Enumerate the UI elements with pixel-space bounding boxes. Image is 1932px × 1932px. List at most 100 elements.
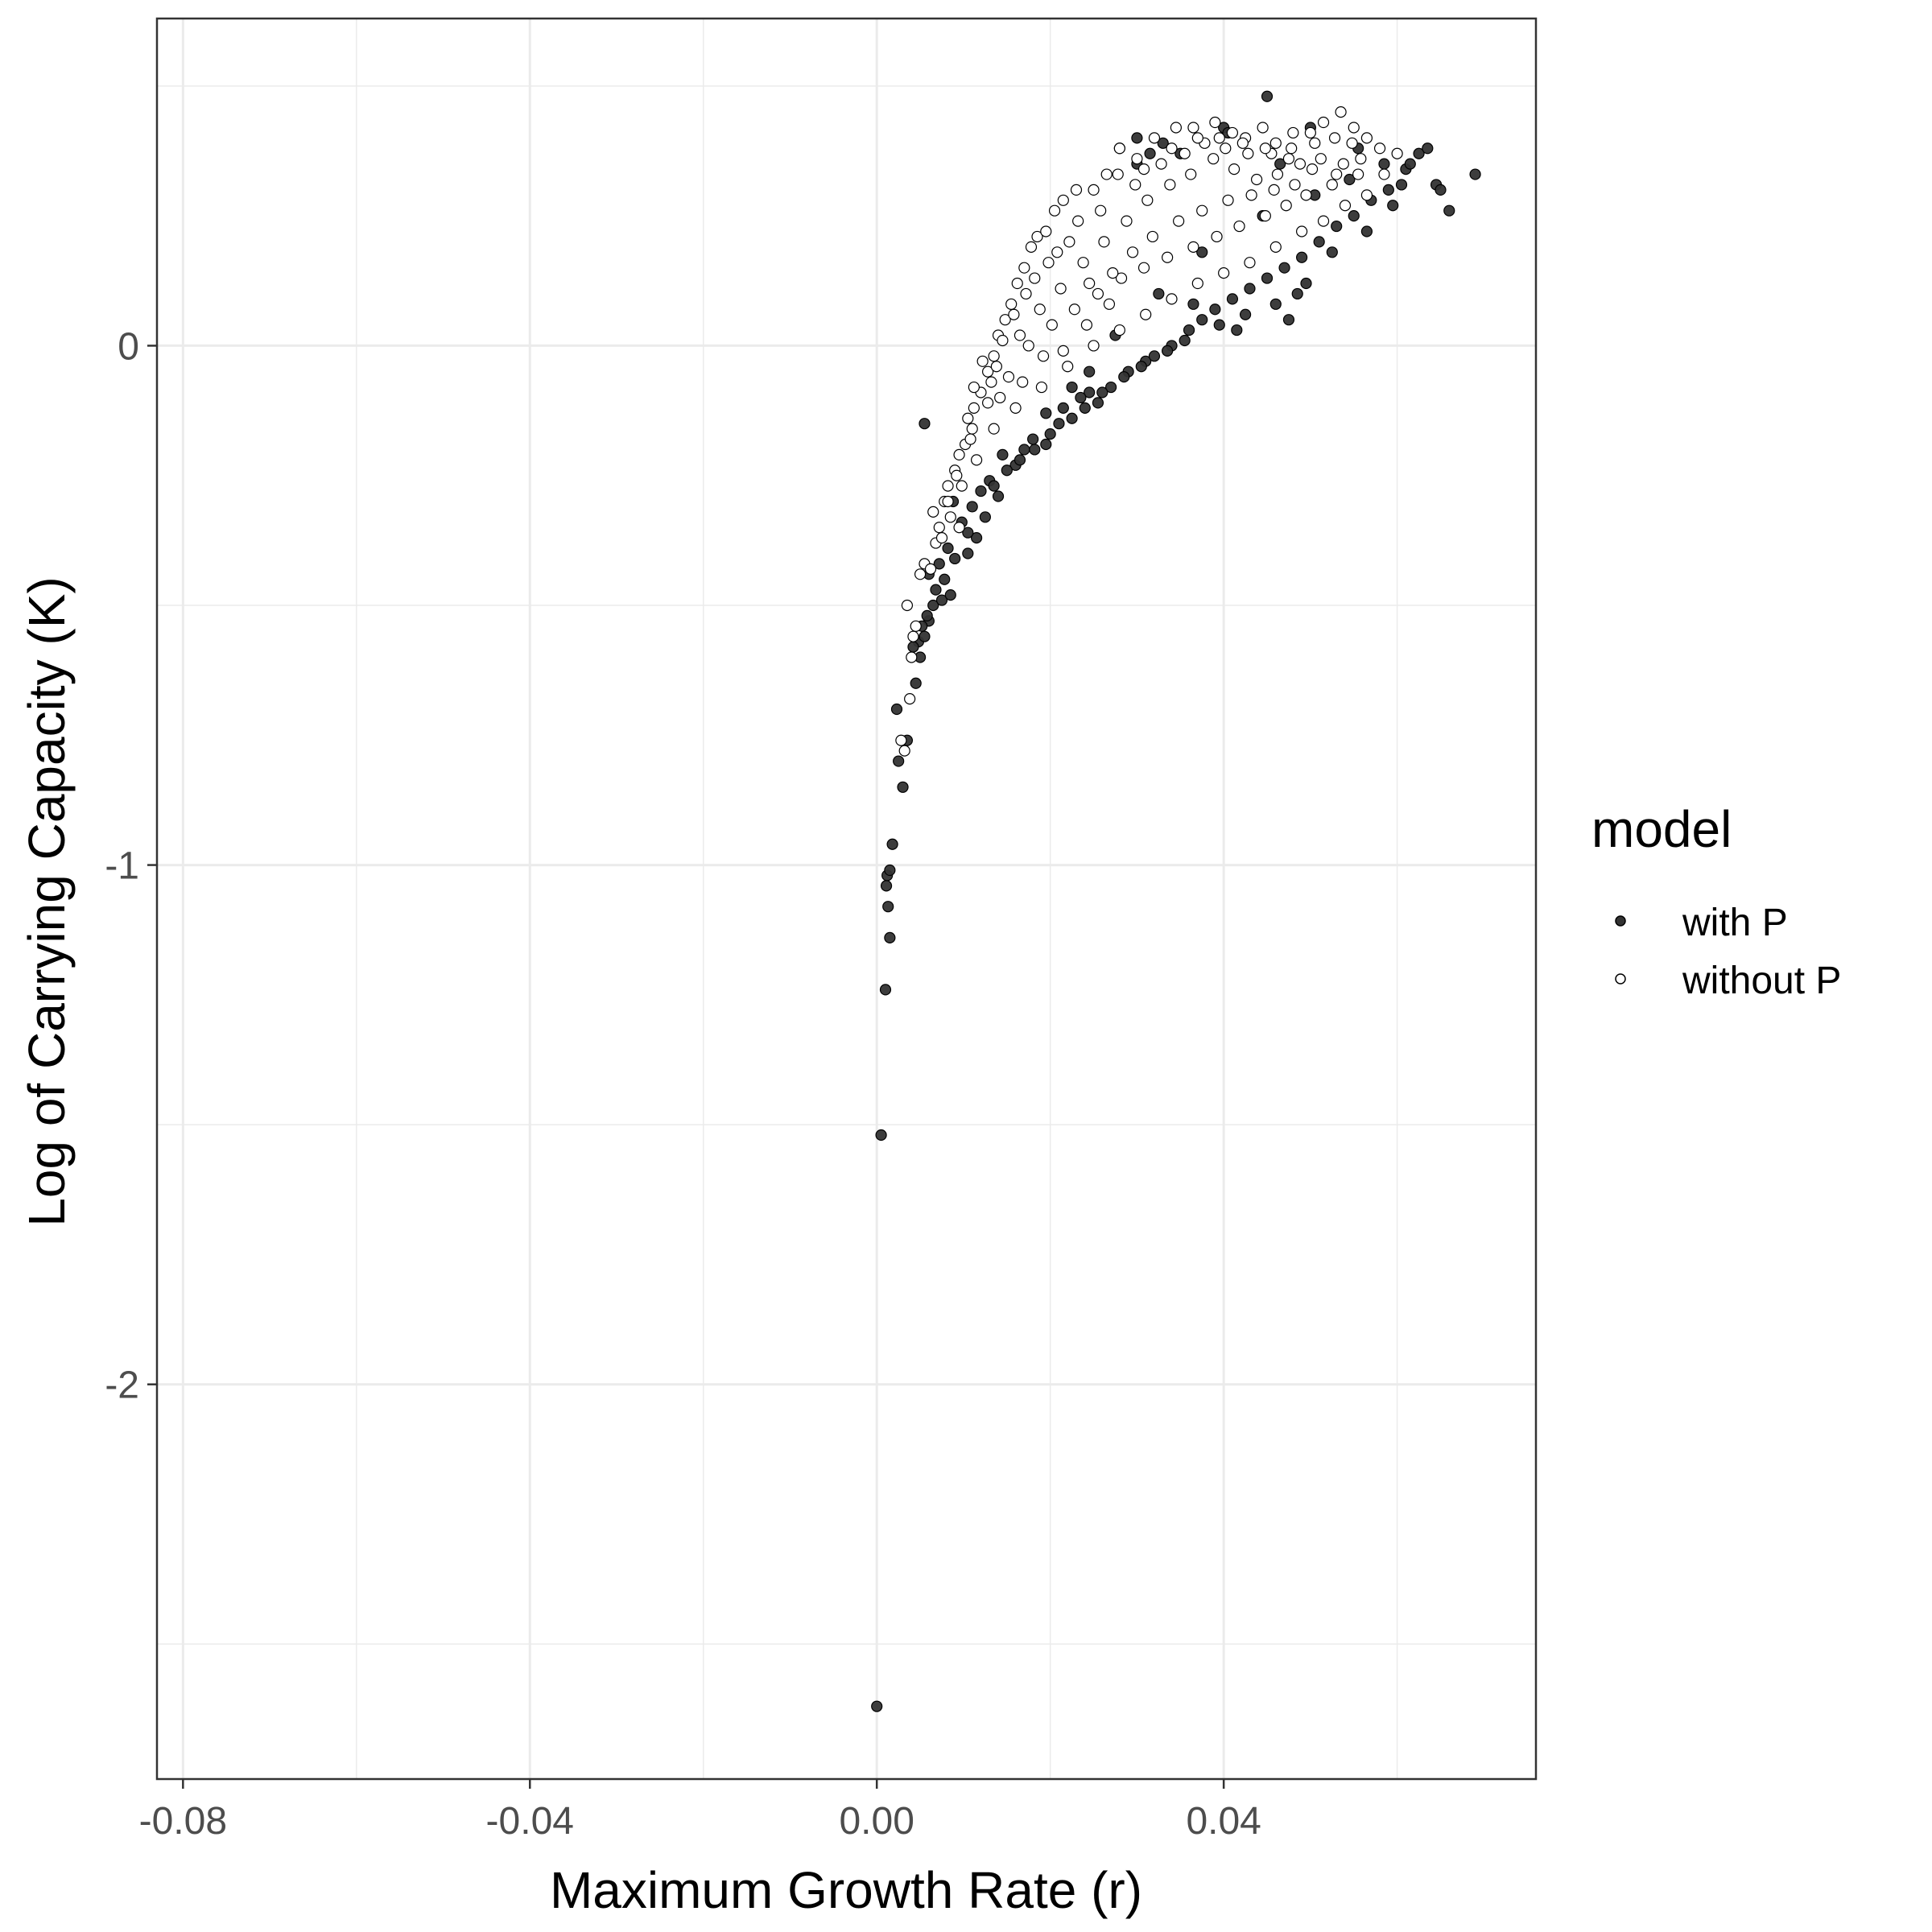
point-without-p-152 <box>1306 163 1319 175</box>
point-with-p-79 <box>1326 246 1338 258</box>
point-without-p-7 <box>914 568 927 580</box>
point-with-p-23 <box>949 552 961 565</box>
point-without-p-87 <box>1228 163 1241 175</box>
point-with-p-56 <box>1382 184 1394 196</box>
point-without-p-27 <box>1018 262 1030 274</box>
point-without-p-158 <box>1008 308 1020 320</box>
point-without-p-76 <box>990 361 1002 373</box>
point-without-p-38 <box>1148 132 1161 144</box>
point-with-p-63 <box>1435 184 1447 196</box>
point-with-p-82 <box>1239 308 1252 320</box>
grid-minor <box>157 19 1536 1779</box>
x-axis-title: Maximum Growth Rate (r) <box>550 1861 1142 1919</box>
point-without-p-24 <box>999 314 1011 326</box>
point-without-p-104 <box>1092 287 1104 300</box>
point-without-p-120 <box>1309 137 1321 149</box>
x-tick-label-3: 0.04 <box>1186 1800 1261 1843</box>
x-tick-label-2: 0.00 <box>839 1800 914 1843</box>
point-with-p-37 <box>1092 397 1104 409</box>
point-with-p-115 <box>997 448 1009 461</box>
point-without-p-151 <box>1282 153 1295 165</box>
point-without-p-98 <box>1233 220 1245 233</box>
point-without-p-2 <box>904 693 916 705</box>
point-without-p-113 <box>1155 158 1167 170</box>
point-without-p-69 <box>1009 402 1022 414</box>
point-with-p-94 <box>1001 464 1013 477</box>
point-with-p-106 <box>1387 200 1399 212</box>
point-with-p-39 <box>1104 381 1117 394</box>
point-with-p-117 <box>942 542 954 555</box>
point-with-p-0 <box>871 1700 883 1712</box>
legend-label-with-p: with P <box>1682 902 1788 944</box>
point-without-p-131 <box>1222 194 1234 206</box>
point-without-p-44 <box>1257 122 1269 134</box>
point-without-p-18 <box>966 423 978 435</box>
point-without-p-50 <box>1348 122 1360 134</box>
point-with-p-109 <box>1282 314 1295 326</box>
point-without-p-35 <box>1100 168 1113 180</box>
point-without-p-123 <box>1063 236 1075 248</box>
point-with-p-119 <box>930 584 942 596</box>
point-without-p-111 <box>1095 204 1107 217</box>
point-without-p-55 <box>1360 189 1373 201</box>
point-without-p-107 <box>1022 340 1034 352</box>
point-without-p-100 <box>1187 241 1199 253</box>
point-without-p-63 <box>1166 293 1178 305</box>
point-with-p-61 <box>1469 168 1481 180</box>
point-with-p-97 <box>966 501 978 513</box>
point-without-p-14 <box>942 480 954 492</box>
point-with-p-3 <box>884 931 896 943</box>
point-without-p-72 <box>956 480 968 492</box>
point-with-p-64 <box>1261 90 1274 102</box>
point-without-p-25 <box>1005 298 1018 310</box>
point-without-p-137 <box>1057 345 1069 357</box>
point-without-p-144 <box>1112 168 1124 180</box>
point-without-p-3 <box>906 651 918 663</box>
point-without-p-163 <box>953 522 965 534</box>
point-without-p-11 <box>933 522 945 534</box>
point-without-p-84 <box>1164 179 1176 191</box>
point-with-p-25 <box>971 532 983 544</box>
point-with-p-10 <box>893 755 905 767</box>
point-without-p-160 <box>964 433 976 445</box>
point-without-p-105 <box>1068 303 1080 316</box>
point-without-p-136 <box>1080 319 1093 331</box>
point-without-p-106 <box>1046 319 1058 331</box>
plot-panel-border <box>155 17 1538 1781</box>
point-without-p-146 <box>1166 142 1178 155</box>
point-without-p-77 <box>1013 329 1026 341</box>
point-without-p-96 <box>1280 200 1292 212</box>
point-without-p-39 <box>1170 122 1182 134</box>
point-without-p-142 <box>1107 267 1119 279</box>
point-without-p-78 <box>1034 303 1046 316</box>
point-with-p-108 <box>1300 277 1312 290</box>
point-with-p-44 <box>1183 324 1195 336</box>
point-with-p-52 <box>1313 236 1325 248</box>
point-without-p-52 <box>1373 142 1386 155</box>
point-without-p-139 <box>1017 376 1029 388</box>
point-with-p-114 <box>1018 444 1030 456</box>
point-without-p-89 <box>1271 168 1284 180</box>
point-without-p-86 <box>1208 153 1220 165</box>
point-with-p-53 <box>1331 220 1343 233</box>
point-with-p-96 <box>975 485 987 497</box>
point-without-p-121 <box>1328 132 1341 144</box>
point-without-p-0 <box>895 734 907 746</box>
point-without-p-116 <box>1220 142 1232 155</box>
point-without-p-88 <box>1250 173 1263 186</box>
point-with-p-60 <box>1443 204 1455 217</box>
point-with-p-12 <box>890 703 903 716</box>
point-without-p-162 <box>942 495 954 508</box>
point-without-p-49 <box>1335 106 1347 118</box>
point-without-p-133 <box>1268 184 1280 196</box>
point-with-p-36 <box>1079 402 1091 414</box>
point-without-p-36 <box>1113 142 1125 155</box>
point-without-p-65 <box>1113 324 1125 336</box>
point-with-p-29 <box>992 490 1005 502</box>
point-without-p-12 <box>927 506 939 518</box>
point-with-p-91 <box>1044 428 1056 440</box>
point-without-p-53 <box>1391 147 1403 159</box>
point-with-p-45 <box>1196 314 1208 326</box>
y-tick-label-1: -1 <box>105 845 139 888</box>
